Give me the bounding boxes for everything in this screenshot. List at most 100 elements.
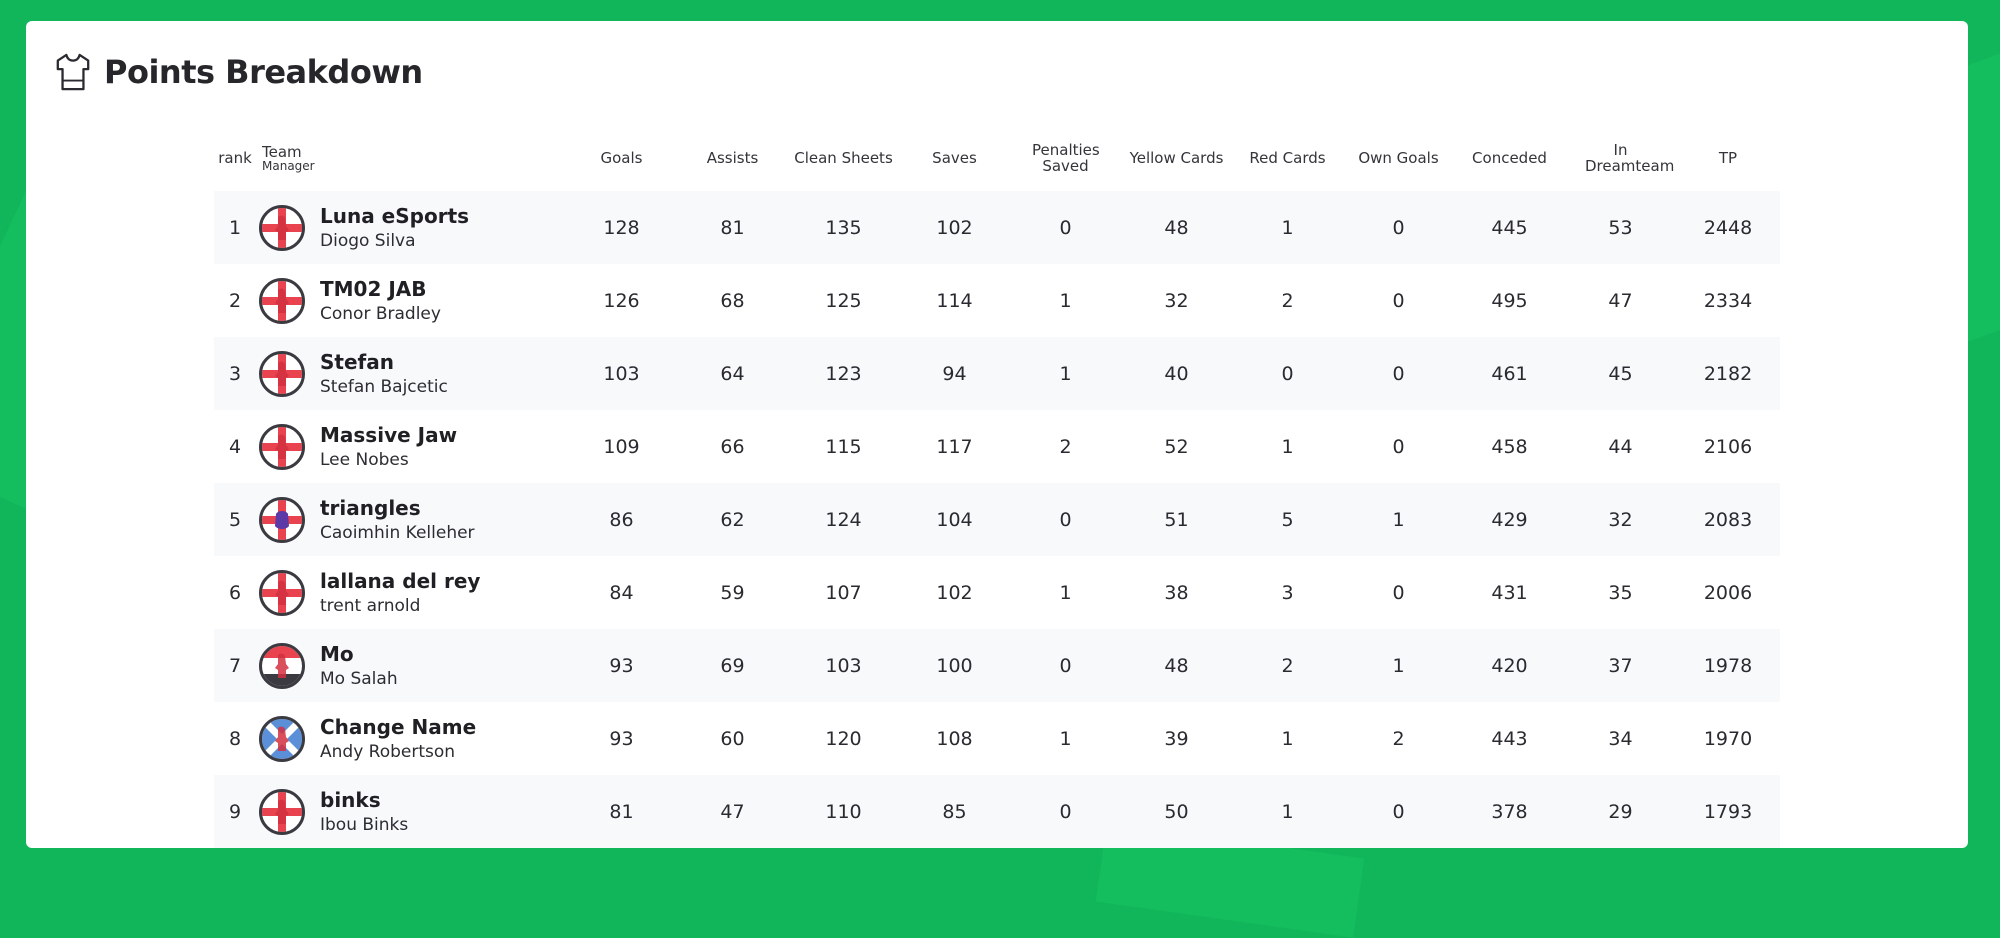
team-name[interactable]: Luna eSports xyxy=(320,203,470,228)
team-name[interactable]: Change Name xyxy=(320,714,477,739)
team-cell[interactable]: Change Name Andy Robertson xyxy=(256,702,566,775)
table-row[interactable]: 9 binks Ibou Binks 81 47 110 85 0 50 1 0… xyxy=(214,775,1780,848)
in-dreamteam-cell: 32 xyxy=(1608,508,1633,531)
team-cell[interactable]: binks Ibou Binks xyxy=(256,775,566,848)
table-row[interactable]: 6 lallana del rey trent arnold 84 59 107… xyxy=(214,556,1780,629)
in-dreamteam-cell: 47 xyxy=(1608,289,1633,312)
yellow-cards-cell: 48 xyxy=(1164,216,1189,239)
goals-cell: 93 xyxy=(609,727,634,750)
rank-cell: 4 xyxy=(228,435,242,458)
points-breakdown-card: Points Breakdown rank Team Manager Goals… xyxy=(26,21,1968,848)
header-conceded[interactable]: Conceded xyxy=(1472,149,1547,167)
in-dreamteam-cell: 53 xyxy=(1608,216,1633,239)
header-penalties-saved[interactable]: Penalties Saved xyxy=(1032,141,1100,175)
penalties-saved-cell: 0 xyxy=(1059,800,1072,823)
table-row[interactable]: 8 Change Name Andy Robertson 93 60 120 1… xyxy=(214,702,1780,775)
header-rank[interactable]: rank xyxy=(218,149,252,167)
conceded-cell: 458 xyxy=(1491,435,1528,458)
rank-cell: 1 xyxy=(228,216,242,239)
yellow-cards-cell: 52 xyxy=(1164,435,1189,458)
yellow-cards-cell: 48 xyxy=(1164,654,1189,677)
red-cards-cell: 1 xyxy=(1281,435,1294,458)
team-cell[interactable]: Luna eSports Diogo Silva xyxy=(256,191,566,264)
table-row[interactable]: 3 Stefan Stefan Bajcetic 103 64 123 94 1… xyxy=(214,337,1780,410)
table-row[interactable]: 2 TM02 JAB Conor Bradley 126 68 125 114 … xyxy=(214,264,1780,337)
manager-name: trent arnold xyxy=(320,595,421,616)
header-saves[interactable]: Saves xyxy=(932,149,977,167)
own-goals-cell: 1 xyxy=(1392,654,1405,677)
goals-cell: 84 xyxy=(609,581,634,604)
own-goals-cell: 1 xyxy=(1392,508,1405,531)
manager-name: Andy Robertson xyxy=(320,741,456,762)
team-name[interactable]: Mo xyxy=(320,641,354,666)
assists-cell: 47 xyxy=(720,800,745,823)
points-table: rank Team Manager Goals Assists Clean Sh… xyxy=(214,125,1780,848)
conceded-cell: 378 xyxy=(1491,800,1528,823)
conceded-cell: 429 xyxy=(1491,508,1528,531)
table-row[interactable]: 4 Massive Jaw Lee Nobes 109 66 115 117 2… xyxy=(214,410,1780,483)
team-cell[interactable]: Massive Jaw Lee Nobes xyxy=(256,410,566,483)
in-dreamteam-cell: 34 xyxy=(1608,727,1633,750)
team-badge-icon xyxy=(259,788,305,835)
team-cell[interactable]: lallana del rey trent arnold xyxy=(256,556,566,629)
penalties-saved-cell: 2 xyxy=(1059,435,1072,458)
penalties-saved-cell: 1 xyxy=(1059,289,1072,312)
tp-cell: 2448 xyxy=(1703,216,1753,239)
goals-cell: 126 xyxy=(603,289,640,312)
team-name[interactable]: lallana del rey xyxy=(320,568,481,593)
team-name[interactable]: Massive Jaw xyxy=(320,422,458,447)
clean-sheets-cell: 123 xyxy=(825,362,862,385)
header-clean-sheets[interactable]: Clean Sheets xyxy=(794,149,893,167)
penalties-saved-cell: 1 xyxy=(1059,581,1072,604)
manager-name: Stefan Bajcetic xyxy=(320,376,448,397)
own-goals-cell: 0 xyxy=(1392,289,1405,312)
yellow-cards-cell: 39 xyxy=(1164,727,1189,750)
team-name[interactable]: triangles xyxy=(320,495,421,520)
in-dreamteam-cell: 45 xyxy=(1608,362,1633,385)
team-cell[interactable]: Stefan Stefan Bajcetic xyxy=(256,337,566,410)
red-cards-cell: 3 xyxy=(1281,581,1294,604)
clean-sheets-cell: 125 xyxy=(825,289,862,312)
red-cards-cell: 5 xyxy=(1281,508,1294,531)
table-row[interactable]: 1 Luna eSports Diogo Silva 128 81 135 10… xyxy=(214,191,1780,264)
table-row[interactable]: 5 triangles Caoimhin Kelleher 86 62 124 … xyxy=(214,483,1780,556)
team-name[interactable]: TM02 JAB xyxy=(320,276,427,301)
header-in-dreamteam[interactable]: In Dreamteam xyxy=(1585,141,1675,175)
header-red-cards[interactable]: Red Cards xyxy=(1249,149,1326,167)
team-name[interactable]: binks xyxy=(320,787,381,812)
in-dreamteam-cell: 37 xyxy=(1608,654,1633,677)
assists-cell: 68 xyxy=(720,289,745,312)
team-cell[interactable]: Mo Mo Salah xyxy=(256,629,566,702)
conceded-cell: 420 xyxy=(1491,654,1528,677)
red-cards-cell: 2 xyxy=(1281,289,1294,312)
yellow-cards-cell: 50 xyxy=(1164,800,1189,823)
team-cell[interactable]: triangles Caoimhin Kelleher xyxy=(256,483,566,556)
yellow-cards-cell: 40 xyxy=(1164,362,1189,385)
red-cards-cell: 0 xyxy=(1281,362,1294,385)
team-name[interactable]: Stefan xyxy=(320,349,394,374)
header-team-label: Team xyxy=(262,143,302,161)
header-goals[interactable]: Goals xyxy=(600,149,643,167)
manager-name: Conor Bradley xyxy=(320,303,441,324)
penalties-saved-cell: 1 xyxy=(1059,362,1072,385)
goals-cell: 103 xyxy=(603,362,640,385)
assists-cell: 59 xyxy=(720,581,745,604)
team-badge-icon xyxy=(259,277,305,324)
tp-cell: 2334 xyxy=(1703,289,1753,312)
rank-cell: 9 xyxy=(228,800,242,823)
saves-cell: 102 xyxy=(936,216,973,239)
in-dreamteam-cell: 29 xyxy=(1608,800,1633,823)
header-yellow-cards[interactable]: Yellow Cards xyxy=(1129,149,1224,167)
table-row[interactable]: 7 Mo Mo Salah 93 69 103 100 0 48 2 1 420… xyxy=(214,629,1780,702)
header-assists[interactable]: Assists xyxy=(706,149,759,167)
team-badge-icon xyxy=(259,350,305,397)
own-goals-cell: 0 xyxy=(1392,362,1405,385)
red-cards-cell: 1 xyxy=(1281,727,1294,750)
header-team[interactable]: Team Manager xyxy=(256,125,566,191)
team-cell[interactable]: TM02 JAB Conor Bradley xyxy=(256,264,566,337)
manager-name: Ibou Binks xyxy=(320,814,409,835)
own-goals-cell: 2 xyxy=(1392,727,1405,750)
header-tp[interactable]: TP xyxy=(1718,149,1738,167)
header-own-goals[interactable]: Own Goals xyxy=(1358,149,1439,167)
clean-sheets-cell: 120 xyxy=(825,727,862,750)
